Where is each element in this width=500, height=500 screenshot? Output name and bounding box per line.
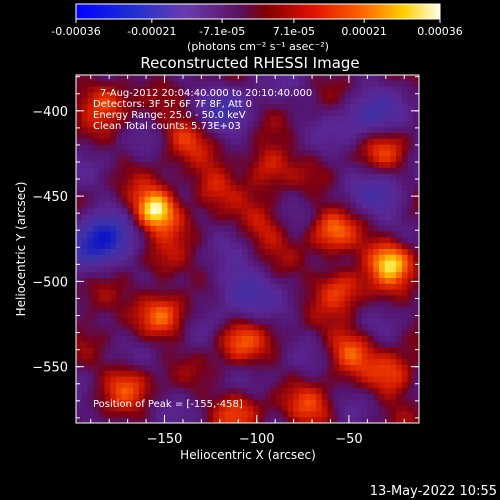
heatmap-image <box>76 75 419 423</box>
colorbar-ticks: -0.00036 -0.00021 -7.1e-05 7.1e-05 0.00021 0.… <box>51 19 463 38</box>
plot-frame <box>75 74 420 424</box>
info-overlay: 7-Aug-2012 20:04:40.000 to 20:10:40.000D… <box>93 88 312 132</box>
y-tick-label: −550 <box>32 361 68 376</box>
colorbar-unit-label: (photons cm⁻² s⁻¹ asec⁻²) <box>187 40 329 53</box>
info-line: Energy Range: 25.0 - 50.0 keV <box>93 110 246 121</box>
x-tick-label: −150 <box>147 432 183 447</box>
y-tick-label: −450 <box>32 190 68 205</box>
colorbar-tick-label: 0.00036 <box>417 25 463 38</box>
x-tick-label: −100 <box>239 432 275 447</box>
y-axis: −400 −450 −500 −550 <box>32 76 419 419</box>
colorbar: -0.00036 -0.00021 -7.1e-05 7.1e-05 0.00021 0.… <box>51 3 463 53</box>
colorbar-tick-label: -7.1e-05 <box>199 25 245 38</box>
chart-title: Reconstructed RHESSI Image <box>140 54 359 72</box>
x-axis: −150 −100 −50 <box>90 75 405 447</box>
timestamp: 13-May-2022 10:55 <box>370 484 497 499</box>
y-tick-label: −500 <box>32 275 68 290</box>
colorbar-tick-label: -0.00036 <box>51 25 100 38</box>
info-line: Clean Total counts: 5.73E+03 <box>93 121 241 132</box>
info-line: Detectors: 3F 5F 6F 7F 8F, Att 0 <box>93 99 252 110</box>
colorbar-tick-label: 0.00021 <box>341 25 387 38</box>
x-tick-label: −50 <box>335 432 362 447</box>
y-axis-label: Heliocentric Y (arcsec) <box>14 182 28 317</box>
peak-position-label: Position of Peak = [-155,-458] <box>93 399 243 410</box>
colorbar-tick-label: 7.1e-05 <box>273 25 315 38</box>
x-axis-label: Heliocentric X (arcsec) <box>180 448 316 462</box>
y-tick-label: −400 <box>32 105 68 120</box>
colorbar-gradient <box>75 3 441 20</box>
colorbar-tick-label: -0.00021 <box>127 25 176 38</box>
info-line: 7-Aug-2012 20:04:40.000 to 20:10:40.000 <box>100 88 312 99</box>
